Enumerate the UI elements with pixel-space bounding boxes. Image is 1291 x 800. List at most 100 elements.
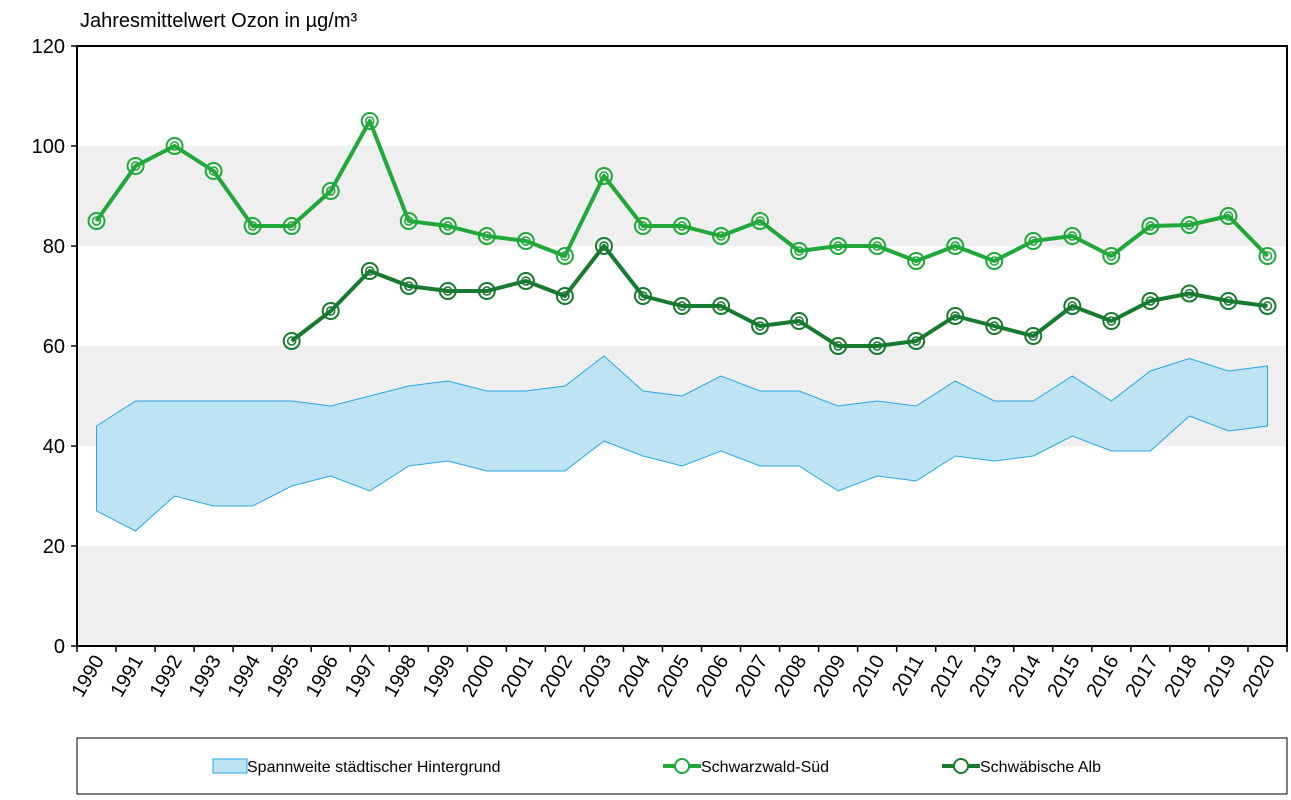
marker-ring bbox=[555, 287, 574, 305]
marker-ring bbox=[907, 332, 926, 350]
marker-core bbox=[638, 221, 648, 231]
y-tick-label: 100 bbox=[32, 136, 65, 158]
marker-core bbox=[1223, 296, 1234, 306]
marker-core bbox=[91, 216, 102, 226]
point-marker bbox=[1180, 284, 1199, 303]
legend-label: Spannweite städtischer Hintergrund bbox=[247, 759, 500, 776]
point-marker bbox=[946, 237, 965, 255]
point-marker bbox=[907, 252, 926, 270]
y-tick-label: 60 bbox=[43, 336, 65, 358]
marker-ring bbox=[751, 212, 770, 230]
point-marker bbox=[1102, 247, 1121, 265]
marker-ring bbox=[321, 182, 340, 200]
y-axis-label: Jahresmittelwert Ozon in µg/m³ bbox=[80, 10, 357, 32]
marker-core bbox=[325, 306, 336, 316]
marker-core bbox=[130, 161, 141, 171]
marker-core bbox=[833, 241, 843, 251]
marker-core bbox=[599, 171, 609, 181]
marker-ring bbox=[477, 282, 496, 300]
y-tick-label: 80 bbox=[43, 236, 65, 258]
point-marker bbox=[673, 217, 691, 235]
marker-core bbox=[325, 186, 336, 196]
point-marker bbox=[1102, 312, 1121, 330]
marker-ring bbox=[985, 317, 1004, 335]
marker-core bbox=[794, 246, 804, 256]
marker-ring bbox=[165, 137, 184, 155]
x-tick-label: 1992 bbox=[146, 652, 187, 702]
point-marker bbox=[1063, 297, 1082, 315]
marker-ring bbox=[790, 312, 809, 330]
point-marker bbox=[594, 167, 613, 185]
marker-core bbox=[404, 281, 414, 291]
y-tick-label: 120 bbox=[32, 36, 65, 58]
marker-core bbox=[1262, 251, 1273, 261]
x-tick-label: 2001 bbox=[497, 652, 538, 702]
point-marker bbox=[1219, 207, 1238, 225]
marker-core bbox=[989, 321, 1000, 331]
marker-core bbox=[1067, 301, 1078, 311]
marker-ring bbox=[1180, 216, 1199, 234]
marker-ring bbox=[1063, 297, 1082, 315]
marker-core bbox=[755, 321, 765, 331]
marker-core bbox=[560, 251, 570, 261]
point-marker bbox=[1063, 227, 1082, 245]
x-tick-label: 2011 bbox=[888, 652, 929, 700]
point-marker bbox=[555, 247, 574, 265]
marker-core bbox=[755, 216, 765, 226]
marker-core bbox=[443, 221, 453, 231]
marker-core bbox=[1223, 211, 1234, 221]
marker-ring bbox=[712, 227, 731, 245]
x-tick-label: 2015 bbox=[1043, 652, 1084, 702]
marker-core bbox=[482, 286, 492, 296]
marker-core bbox=[833, 341, 843, 351]
marker-core bbox=[169, 141, 180, 151]
marker-ring bbox=[673, 217, 691, 235]
marker-ring bbox=[1180, 284, 1199, 303]
marker-ring bbox=[1024, 232, 1043, 250]
marker-core bbox=[286, 221, 297, 231]
point-marker bbox=[555, 287, 574, 305]
marker-core bbox=[521, 236, 531, 246]
marker-ring bbox=[868, 237, 887, 255]
x-tick-label: 2003 bbox=[575, 652, 616, 702]
x-tick-label: 2016 bbox=[1082, 652, 1123, 702]
marker-ring bbox=[204, 162, 223, 180]
marker-ring bbox=[673, 297, 691, 315]
marker-core bbox=[1067, 231, 1078, 241]
point-marker bbox=[1141, 217, 1160, 235]
marker-ring bbox=[907, 252, 926, 270]
marker-ring bbox=[282, 217, 301, 235]
marker-core bbox=[638, 291, 648, 301]
legend-marker bbox=[953, 758, 969, 774]
y-tick-label: 20 bbox=[43, 536, 65, 558]
x-tick-label: 2018 bbox=[1160, 652, 1201, 702]
y-tick-label: 0 bbox=[54, 636, 65, 658]
point-marker bbox=[633, 287, 652, 305]
point-marker bbox=[165, 137, 184, 155]
point-marker bbox=[868, 337, 887, 355]
marker-core bbox=[1145, 221, 1156, 231]
point-marker bbox=[87, 212, 106, 230]
marker-ring bbox=[985, 252, 1004, 270]
grid-band bbox=[77, 546, 1287, 646]
point-marker bbox=[1024, 232, 1043, 250]
x-tick-label: 2002 bbox=[536, 652, 577, 702]
marker-core bbox=[872, 241, 882, 251]
point-marker bbox=[1258, 247, 1277, 265]
marker-core bbox=[716, 231, 726, 241]
series-line bbox=[94, 119, 1269, 263]
point-marker bbox=[438, 217, 457, 235]
point-marker bbox=[282, 217, 301, 235]
marker-ring bbox=[594, 167, 613, 185]
marker-ring bbox=[360, 262, 379, 280]
marker-ring bbox=[555, 247, 574, 265]
point-marker bbox=[477, 227, 496, 245]
marker-core bbox=[247, 221, 258, 231]
marker-ring bbox=[516, 272, 535, 290]
marker-core bbox=[599, 241, 609, 251]
marker-core bbox=[989, 256, 1000, 266]
marker-ring bbox=[868, 337, 887, 355]
marker-ring bbox=[946, 237, 965, 255]
marker-ring bbox=[1063, 227, 1082, 245]
